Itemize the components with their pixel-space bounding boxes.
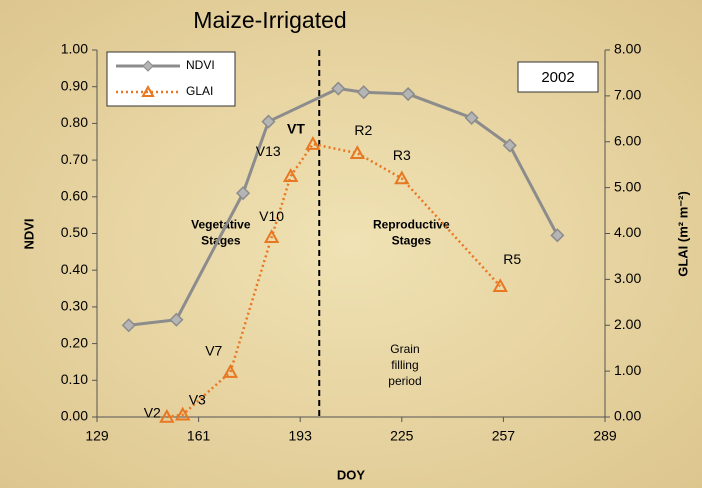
y-tick-label: 0.40 <box>61 261 88 277</box>
annotation: Reproductive <box>373 218 450 232</box>
marker <box>121 318 136 333</box>
y2-tick-label: 2.00 <box>614 316 641 332</box>
x-tick-label: 161 <box>187 428 211 444</box>
point-label: V7 <box>205 343 222 359</box>
legend-label: NDVI <box>186 58 215 72</box>
y2-tick-label: 1.00 <box>614 362 641 378</box>
x-tick-label: 193 <box>289 428 313 444</box>
x-axis-title: DOY <box>337 467 366 482</box>
marker <box>169 312 184 327</box>
marker <box>305 135 321 150</box>
marker <box>222 363 239 378</box>
marker <box>263 229 280 243</box>
marker <box>356 85 371 100</box>
marker <box>492 278 508 293</box>
y-tick-label: 1.00 <box>61 41 88 57</box>
x-tick-label: 129 <box>85 428 109 444</box>
annotation: Vegetative <box>191 218 251 232</box>
marker <box>282 168 299 182</box>
point-label: V10 <box>259 208 284 224</box>
legend-box <box>106 51 236 107</box>
annotation: Stages <box>392 234 432 248</box>
x-tick-label: 225 <box>390 428 414 444</box>
y-tick-label: 0.30 <box>61 298 88 314</box>
point-label: R3 <box>393 147 411 163</box>
point-label: R5 <box>503 251 521 267</box>
legend-label: GLAI <box>186 84 213 98</box>
y-tick-label: 0.70 <box>61 151 88 167</box>
y-tick-label: 0.10 <box>61 371 88 387</box>
series-line <box>128 86 559 327</box>
y2-tick-label: 4.00 <box>614 224 641 240</box>
y-axis-title: NDVI <box>21 218 36 249</box>
y2-tick-label: 7.00 <box>614 87 641 103</box>
annotation: Stages <box>201 234 241 248</box>
y2-tick-label: 5.00 <box>614 178 641 194</box>
legend-marker <box>142 60 154 72</box>
y2-tick-label: 0.00 <box>614 408 641 424</box>
y2-tick-label: 8.00 <box>614 41 641 57</box>
y-tick-label: 0.20 <box>61 334 88 350</box>
point-label: VT <box>287 121 305 137</box>
annotation: period <box>388 374 421 388</box>
y-tick-label: 0.50 <box>61 224 88 240</box>
year-box <box>517 61 599 93</box>
y-tick-label: 0.60 <box>61 188 88 204</box>
marker <box>550 228 565 243</box>
point-label: V13 <box>256 143 281 159</box>
marker <box>175 406 191 421</box>
marker <box>464 110 479 125</box>
annotation: Grain <box>390 342 419 356</box>
y2-tick-label: 3.00 <box>614 270 641 286</box>
point-label: V3 <box>189 391 206 407</box>
marker <box>331 81 346 96</box>
x-tick-label: 257 <box>492 428 516 444</box>
marker <box>235 186 251 201</box>
marker <box>401 86 416 102</box>
chart-title: Maize-Irrigated <box>193 7 346 33</box>
point-label: V2 <box>144 405 161 421</box>
y2-tick-label: 6.00 <box>614 132 641 148</box>
y-tick-label: 0.80 <box>61 114 88 130</box>
y-tick-label: 0.90 <box>61 77 88 93</box>
year-label: 2002 <box>541 69 574 86</box>
annotation: filling <box>391 358 418 372</box>
y-tick-label: 0.00 <box>61 408 88 424</box>
marker <box>502 138 517 153</box>
marker <box>159 408 175 423</box>
legend-marker <box>141 84 155 97</box>
y2-axis-title: GLAI (m² m⁻²) <box>675 191 690 277</box>
marker <box>261 114 276 129</box>
x-tick-label: 289 <box>593 428 617 444</box>
point-label: R2 <box>354 122 372 138</box>
marker <box>394 170 410 185</box>
marker <box>349 145 366 160</box>
